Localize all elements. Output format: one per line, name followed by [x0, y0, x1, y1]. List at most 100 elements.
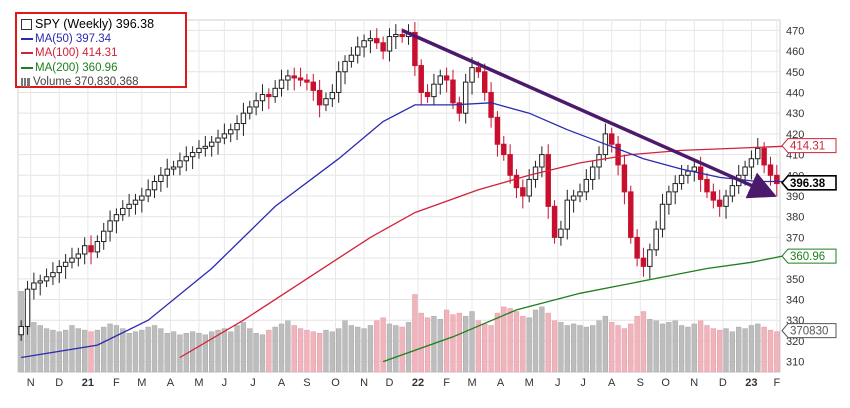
legend-label-ma200: MA(200) 360.96 — [35, 61, 118, 74]
volume-bar — [82, 329, 88, 373]
volume-bar — [596, 320, 602, 373]
candle-body — [755, 147, 761, 160]
volume-bar — [380, 317, 386, 373]
candle-body — [139, 195, 145, 201]
candle-body — [81, 245, 88, 255]
candle-body — [539, 154, 545, 168]
legend-item-ma100: MA(100) 414.31 — [21, 46, 181, 61]
volume-bar — [285, 320, 291, 373]
y-tick-label: 350 — [786, 274, 804, 286]
volume-bar — [532, 309, 539, 373]
candle-body — [355, 46, 361, 56]
candle-body — [151, 181, 158, 191]
candle-body — [386, 36, 393, 52]
volume-bar — [304, 329, 310, 373]
candle-body — [761, 147, 767, 166]
volume-bar — [37, 325, 43, 373]
candle-body — [615, 143, 621, 166]
candle-body — [69, 257, 75, 263]
y-tick-label: 310 — [786, 357, 804, 369]
candle-body — [583, 178, 590, 193]
volume-bar — [145, 326, 151, 373]
volume-bar — [291, 325, 297, 373]
y-tick-label: 440 — [786, 87, 804, 99]
candle-body — [621, 164, 628, 193]
candle-body — [729, 185, 736, 197]
y-tick-label: 320 — [786, 336, 804, 348]
volume-bar — [704, 325, 710, 373]
candle-body — [462, 81, 469, 114]
candle-body — [189, 152, 196, 158]
legend-title-row: SPY (Weekly) 396.38 — [21, 17, 181, 32]
ma100-line — [179, 145, 784, 359]
volume-bar — [456, 312, 462, 373]
candle-body — [443, 75, 450, 81]
candle-body — [297, 77, 304, 81]
volume-bar — [666, 322, 672, 373]
candle-body — [748, 158, 755, 168]
candle-body — [494, 116, 501, 145]
legend-item-ma50: MA(50) 397.34 — [21, 32, 181, 47]
volume-bar — [513, 311, 520, 373]
volume-bar — [113, 325, 120, 373]
volume-bar — [443, 309, 450, 373]
volume-bar — [196, 333, 202, 373]
candle-body — [710, 191, 717, 201]
ma100-swatch-icon — [21, 52, 33, 55]
volume-bar — [329, 331, 335, 373]
x-tick-label: N — [690, 377, 698, 389]
x-tick-label: N — [360, 377, 368, 389]
candle-body — [482, 71, 488, 93]
candle-body — [634, 236, 640, 259]
x-tick-label: F — [773, 377, 780, 389]
last-value-tag — [780, 174, 837, 191]
volume-bar — [132, 331, 139, 373]
x-tick-label: 22 — [412, 377, 424, 389]
volume-bar — [202, 334, 208, 373]
y-tick-label: 380 — [786, 212, 804, 224]
volume-bar — [691, 323, 697, 373]
volume-bar — [393, 325, 399, 373]
x-tick-label: N — [27, 377, 35, 389]
volume-bar — [507, 308, 513, 373]
volume-bar — [615, 325, 621, 373]
candle-body — [424, 91, 431, 98]
candle-body — [367, 38, 374, 42]
candle-body — [418, 65, 424, 93]
candle-body — [164, 168, 170, 176]
x-tick-label: 21 — [82, 377, 94, 389]
volume-bar — [386, 323, 393, 373]
candle-body — [348, 54, 355, 62]
volume-bar — [723, 328, 729, 373]
candle-body — [501, 143, 507, 156]
candle-body — [450, 79, 456, 104]
candle-body — [551, 205, 558, 238]
candle-body — [126, 203, 132, 209]
x-tick-label: M — [194, 377, 203, 389]
volume-bar — [577, 325, 583, 373]
candle-body — [488, 91, 494, 118]
candle-body — [526, 178, 532, 197]
volume-bar — [367, 325, 374, 373]
candle-body — [685, 170, 691, 176]
volume-bar — [717, 329, 723, 373]
x-tick-label: O — [331, 377, 340, 389]
candle-body — [774, 174, 780, 185]
candle-body — [272, 87, 278, 98]
candle-body — [316, 89, 323, 106]
candle-body — [285, 75, 291, 81]
y-tick-label: 460 — [786, 46, 804, 58]
last-value-tag — [781, 248, 837, 264]
volume-bar — [729, 331, 736, 373]
volume-bar — [228, 331, 234, 373]
x-tick-label: M — [525, 377, 534, 389]
candle-body — [310, 81, 316, 91]
volume-bar — [272, 326, 278, 373]
ma50-line — [21, 102, 784, 359]
last-value-label: 360.96 — [790, 251, 825, 263]
candle-body — [342, 60, 348, 73]
volume-bar — [475, 320, 482, 373]
volume-bar — [437, 319, 443, 373]
legend-label-ma100: MA(100) 414.31 — [35, 47, 118, 59]
